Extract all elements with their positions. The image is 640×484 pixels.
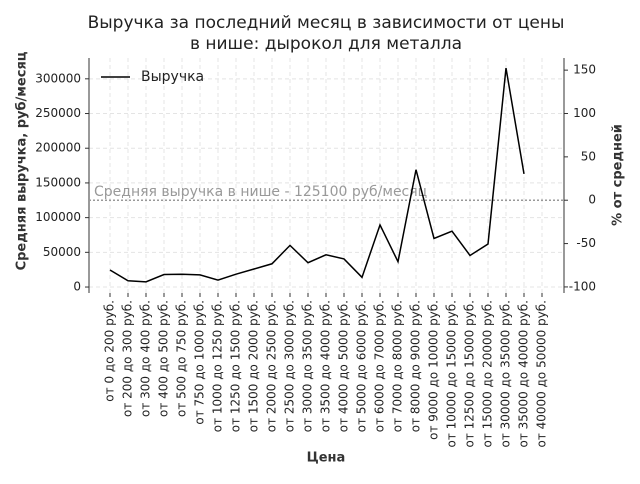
x-tick-label: от 35000 до 40000 руб.	[517, 300, 531, 448]
x-tick-label: от 1500 до 2000 руб.	[247, 300, 261, 432]
y-tick-label: 0	[73, 280, 81, 294]
y-tick-label: 50000	[43, 245, 81, 259]
x-tick-label: от 40000 до 50000 руб.	[535, 300, 549, 448]
x-tick-label: от 3000 до 3500 руб.	[301, 300, 315, 432]
y-tick-label: 150000	[35, 175, 81, 189]
x-tick-label: от 4000 до 5000 руб.	[337, 300, 351, 432]
x-tick-label: от 10000 до 15000 руб.	[445, 300, 459, 448]
x-tick-label: от 6000 до 7000 руб.	[373, 300, 387, 432]
x-tick-label: от 300 до 400 руб.	[139, 300, 153, 417]
x-tick-label: от 12500 до 15000 руб.	[463, 300, 477, 448]
y2-tick-label: -50	[576, 236, 596, 250]
legend-label: Выручка	[141, 69, 204, 85]
chart-title: в нише: дырокол для металла	[190, 34, 462, 54]
y2-tick-label: 100	[573, 106, 596, 120]
x-tick-label: от 1250 до 1500 руб.	[229, 300, 243, 432]
y-axis-label: Средняя выручка, руб/месяц	[15, 51, 30, 270]
chart-title: Выручка за последний месяц в зависимости…	[88, 13, 565, 33]
y-tick-label: 250000	[35, 106, 81, 120]
x-tick-label: от 5000 до 6000 руб.	[355, 300, 369, 432]
x-tick-label: от 3500 до 4000 руб.	[319, 300, 333, 432]
y2-tick-label: -100	[569, 279, 596, 293]
data-line	[109, 67, 525, 283]
y-tick-label: 100000	[35, 210, 81, 224]
x-axis-label: Цена	[307, 451, 346, 466]
x-tick-label: от 0 до 200 руб.	[103, 300, 117, 402]
x-tick-label: от 750 до 1000 руб.	[193, 300, 207, 425]
x-tick-label: от 2500 до 3000 руб.	[283, 300, 297, 432]
x-tick-label: от 1000 до 1250 руб.	[211, 300, 225, 432]
x-tick-label: от 200 до 300 руб.	[121, 300, 135, 417]
y-tick-label: 300000	[35, 71, 81, 85]
y2-axis-label: % от средней	[611, 124, 626, 226]
x-tick-label: от 9000 до 10000 руб.	[427, 300, 441, 440]
x-tick-label: от 8000 до 9000 руб.	[409, 300, 423, 432]
y2-tick-label: 150	[573, 63, 596, 77]
x-tick-label: от 2000 до 2500 руб.	[265, 300, 279, 432]
y2-tick-label: 0	[588, 193, 596, 207]
x-tick-label: от 500 до 750 руб.	[175, 300, 189, 417]
x-tick-label: от 7000 до 8000 руб.	[391, 300, 405, 432]
x-tick-label: от 15000 до 20000 руб.	[481, 300, 495, 448]
y-tick-label: 200000	[35, 141, 81, 155]
x-tick-label: от 30000 до 35000 руб.	[499, 300, 513, 448]
x-tick-label: от 400 до 500 руб.	[157, 300, 171, 417]
annotation: Средняя выручка в нише - 125100 руб/меся…	[94, 184, 427, 200]
y2-tick-label: 50	[581, 149, 596, 163]
